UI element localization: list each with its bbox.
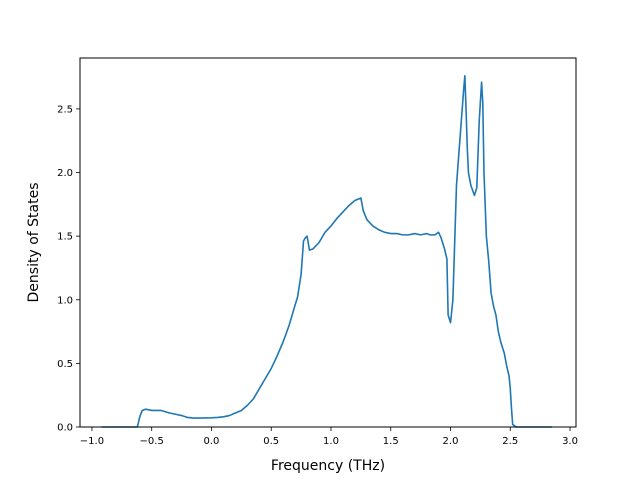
y-tick-label: 0.0 <box>57 423 73 434</box>
y-tick-label: 1.0 <box>57 295 73 306</box>
y-tick-label: 0.5 <box>57 359 73 370</box>
x-axis-ticks: −1.0 −0.5 0.0 0.5 1.0 1.5 2.0 2.5 3.0 <box>80 427 578 447</box>
y-axis-title: Density of States <box>26 183 42 303</box>
x-tick-label: 3.0 <box>562 436 578 447</box>
x-tick-label: 0.0 <box>204 436 220 447</box>
x-axis-title: Frequency (THz) <box>271 458 385 474</box>
x-tick-label: 0.5 <box>263 436 279 447</box>
axes-frame <box>79 57 577 428</box>
x-tick-label: 2.5 <box>502 436 518 447</box>
x-tick-label: 1.0 <box>323 436 339 447</box>
plot-area <box>101 75 553 428</box>
x-tick-label: −0.5 <box>140 436 164 447</box>
y-tick-label: 2.5 <box>57 104 73 115</box>
dos-series-line <box>101 75 553 428</box>
y-tick-label: 1.5 <box>57 232 73 243</box>
y-tick-label: 2.0 <box>57 168 73 179</box>
x-tick-label: −1.0 <box>80 436 104 447</box>
x-tick-label: 1.5 <box>383 436 399 447</box>
y-axis-ticks: 0.0 0.5 1.0 1.5 2.0 2.5 <box>57 104 80 434</box>
x-tick-label: 2.0 <box>443 436 459 447</box>
